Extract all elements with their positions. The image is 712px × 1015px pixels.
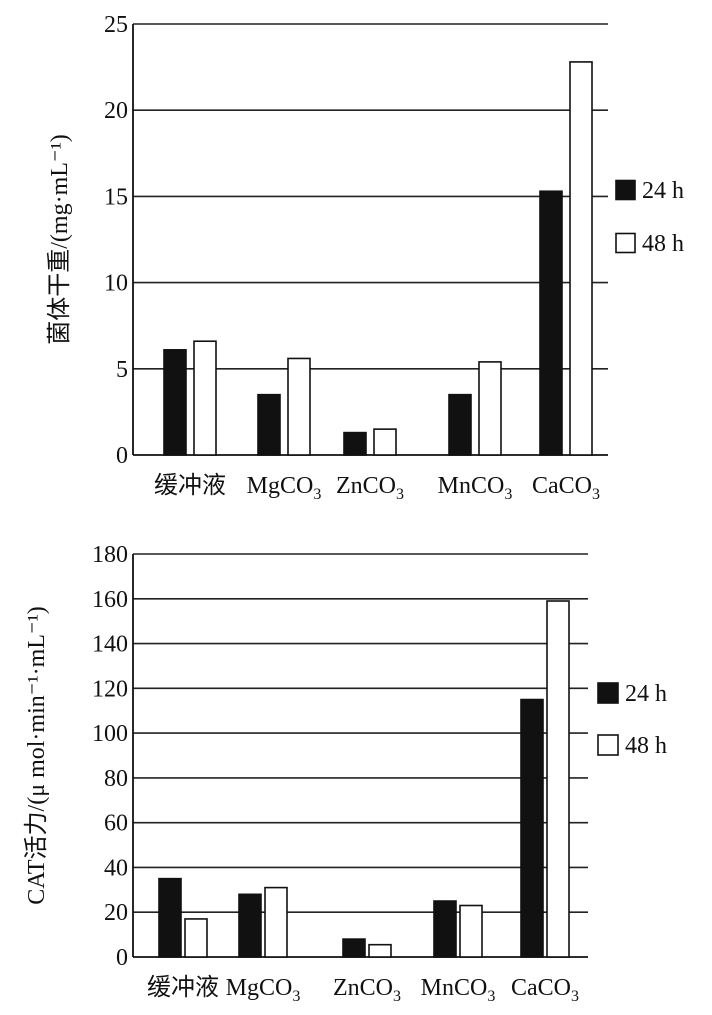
bar-48h (478, 361, 502, 456)
y-tick-label: 5 (116, 357, 128, 383)
bar-48h (193, 340, 217, 456)
y-tick-label: 25 (104, 12, 128, 38)
x-category-label: ZnCO3 (336, 473, 404, 503)
y-axis-title: CAT活力/(μ mol·min⁻¹·mL⁻¹) (23, 606, 50, 905)
y-tick-label: 40 (104, 855, 128, 881)
y-axis-title: 菌体干重/(mg·mL⁻¹) (46, 134, 73, 345)
y-tick-label: 140 (92, 632, 128, 658)
x-category-label: 缓冲液 (147, 974, 219, 1001)
bar-24h (163, 349, 187, 456)
bar-24h (343, 431, 367, 456)
legend-swatch-24h (597, 682, 619, 704)
y-tick-label: 0 (116, 443, 128, 469)
y-tick-label: 160 (92, 587, 128, 613)
y-tick-label: 120 (92, 676, 128, 702)
bar-24h (158, 877, 182, 958)
x-category-label: CaCO3 (511, 975, 579, 1005)
bar-24h (539, 190, 563, 456)
y-tick-label: 180 (92, 542, 128, 568)
bar-24h (448, 393, 472, 456)
legend-swatch-48h (597, 734, 619, 756)
x-category-label: MgCO3 (226, 975, 301, 1005)
bar-24h (342, 938, 366, 958)
bar-48h (373, 428, 397, 456)
legend-swatch-24h (615, 179, 636, 201)
bar-24h (520, 698, 544, 958)
x-category-label: MgCO3 (247, 473, 322, 503)
y-tick-label: 100 (92, 721, 128, 747)
y-tick-label: 0 (116, 945, 128, 971)
y-tick-label: 20 (104, 98, 128, 124)
legend-label: 48 h (625, 733, 667, 759)
x-category-label: MnCO3 (438, 473, 513, 503)
y-tick-label: 10 (104, 271, 128, 297)
legend-swatch-48h (615, 232, 636, 254)
x-category-label: CaCO3 (532, 473, 600, 503)
bar-48h (569, 61, 593, 456)
bar-48h (546, 600, 570, 958)
bar-24h (433, 900, 457, 958)
bar-48h (368, 943, 392, 958)
legend-label: 48 h (642, 231, 684, 257)
bar-24h (238, 893, 262, 958)
y-tick-label: 80 (104, 766, 128, 792)
bar-48h (264, 886, 288, 958)
legend-label: 24 h (625, 681, 667, 707)
bar-48h (459, 904, 483, 958)
bar-24h (257, 393, 281, 456)
bar-48h (184, 918, 208, 958)
bar-48h (287, 357, 311, 456)
y-tick-label: 20 (104, 900, 128, 926)
y-tick-label: 15 (104, 184, 128, 210)
x-category-label: MnCO3 (421, 975, 496, 1005)
legend-label: 24 h (642, 178, 684, 204)
y-tick-label: 60 (104, 811, 128, 837)
chart-dry-weight: 0 5 10 15 20 25 缓冲液 MgCO3 ZnCO3 MnCO3 CaCO3 菌体干重/(m… (46, 12, 684, 503)
x-category-label: ZnCO3 (333, 975, 401, 1005)
chart-cat-activity: 0 20 40 60 80 100 120 140 160 180 缓冲液 MgCO3 ZnCO3 MnC… (23, 542, 667, 1005)
x-category-label: 缓冲液 (154, 472, 226, 499)
